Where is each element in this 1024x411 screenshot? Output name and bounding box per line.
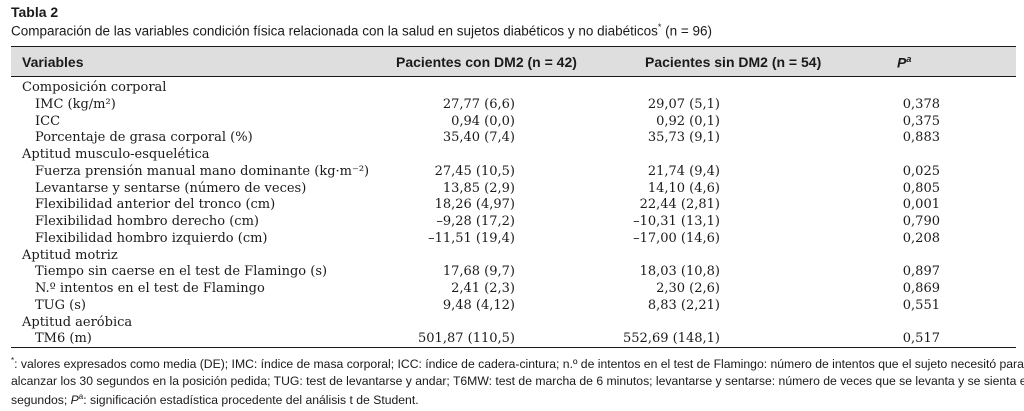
dm2-value-cell: 2,41 (2,3): [451, 281, 515, 296]
table-row: TUG (s) 9,48 (4,12) 8,83 (2,21) 0,551: [0, 298, 1024, 315]
table-row: Levantarse y sentarse (número de veces) 1…: [0, 181, 1024, 198]
no-dm2-value-cell: 29,07 (5,1): [647, 96, 720, 112]
table-bottom-rule: [11, 347, 1016, 348]
no-dm2-value-cell: –17,00 (14,6): [633, 230, 720, 246]
no-dm2-value-cell: 35,73 (9,1): [647, 130, 720, 146]
section-row: Composición corporal: [0, 80, 1024, 97]
table-label: Tabla 2: [11, 4, 59, 20]
footnote-text-3b: : significación estadística procedente d…: [83, 393, 419, 408]
header-no-dm2: Pacientes sin DM2 (n = 54): [645, 54, 822, 70]
header-p-label: P: [897, 54, 907, 71]
footnote-p-sup: a: [78, 392, 84, 402]
variable-cell: N.º intentos en el test de Flamingo: [35, 281, 265, 296]
caption-mark: *: [657, 22, 662, 32]
p-value-cell: 0,551: [902, 297, 940, 313]
table-caption: Comparación de las variables condición f…: [11, 22, 1016, 39]
dm2-value-cell: 35,40 (7,4): [442, 130, 515, 146]
variable-cell: Flexibilidad hombro izquierdo (cm): [35, 230, 268, 246]
variable-cell: Fuerza prensión manual mano dominante (k…: [35, 163, 370, 179]
variable-cell: Porcentaje de grasa corporal (%): [35, 130, 253, 146]
header-dm2: Pacientes con DM2 (n = 42): [396, 54, 577, 70]
table-row: Porcentaje de grasa corporal (%) 35,40 (7…: [0, 130, 1024, 147]
table-body: Composición corporal IMC (kg/m²) 27,77 (6,…: [0, 80, 1024, 348]
section-label: Aptitud motriz: [22, 247, 118, 263]
variable-cell: Flexibilidad anterior del tronco (cm): [35, 197, 276, 213]
dm2-value-cell: 17,68 (9,7): [442, 264, 515, 280]
dm2-value-cell: 18,26 (4,97): [434, 197, 515, 213]
p-value-cell: 0,805: [902, 180, 940, 196]
header-variables: Variables: [22, 54, 84, 70]
table-row: TM6 (m) 501,87 (110,5) 552,69 (148,1) 0,517: [0, 331, 1024, 348]
no-dm2-value-cell: 2,30 (2,6): [656, 281, 720, 296]
variable-cell: Levantarse y sentarse (número de veces): [35, 180, 307, 196]
p-value-cell: 0,883: [902, 130, 940, 146]
footnote-line-3: segundos; Pa: significación estadística …: [11, 389, 1011, 409]
table-row: IMC (kg/m²) 27,77 (6,6) 29,07 (5,1) 0,378: [0, 97, 1024, 114]
caption-text: Comparación de las variables condición f…: [11, 23, 658, 39]
dm2-value-cell: 13,85 (2,9): [442, 180, 515, 196]
p-value-cell: 0,897: [902, 264, 940, 280]
footnote-mark: *: [11, 356, 15, 365]
table-row: Flexibilidad hombro izquierdo (cm) –11,51…: [0, 231, 1024, 248]
footnote-line-2: alcanzar los 30 segundos en la posición …: [11, 373, 1024, 388]
table-header: Variables Pacientes con DM2 (n = 42) Pac…: [11, 46, 1016, 77]
table-row: ICC 0,94 (0,0) 0,92 (0,1) 0,375: [0, 114, 1024, 131]
section-row: Aptitud aeróbica: [0, 315, 1024, 332]
variable-cell: TM6 (m): [35, 331, 92, 347]
section-row: Aptitud musculo-esquelética: [0, 147, 1024, 164]
no-dm2-value-cell: –10,31 (13,1): [633, 214, 720, 229]
variable-cell: Tiempo sin caerse en el test de Flamingo…: [35, 264, 328, 280]
no-dm2-value-cell: 0,92 (0,1): [656, 113, 720, 129]
p-value-cell: 0,378: [902, 96, 940, 112]
section-label: Aptitud aeróbica: [22, 314, 133, 330]
variable-cell: TUG (s): [35, 297, 86, 313]
p-value-cell: 0,208: [902, 230, 940, 246]
variable-cell: Flexibilidad hombro derecho (cm): [35, 214, 259, 229]
no-dm2-value-cell: 18,03 (10,8): [639, 264, 720, 280]
p-value-cell: 0,790: [902, 214, 940, 229]
p-value-cell: 0,517: [902, 331, 940, 347]
dm2-value-cell: 27,45 (10,5): [434, 163, 515, 179]
no-dm2-value-cell: 552,69 (148,1): [623, 331, 720, 347]
footnote-line-1: *: valores expresados como media (DE); I…: [11, 353, 1024, 373]
p-value-cell: 0,869: [902, 281, 940, 296]
dm2-value-cell: 0,94 (0,0): [451, 113, 515, 129]
section-row: Aptitud motriz: [0, 248, 1024, 265]
dm2-value-cell: –11,51 (19,4): [428, 230, 515, 246]
table-row: Tiempo sin caerse en el test de Flamingo…: [0, 264, 1024, 281]
no-dm2-value-cell: 21,74 (9,4): [647, 163, 720, 179]
p-value-cell: 0,001: [902, 197, 940, 213]
p-value-cell: 0,375: [902, 113, 940, 129]
variable-cell: IMC (kg/m²): [35, 96, 116, 112]
no-dm2-value-cell: 8,83 (2,21): [647, 297, 720, 313]
p-value-cell: 0,025: [902, 163, 940, 179]
header-p-sup: a: [906, 54, 912, 64]
dm2-value-cell: 501,87 (110,5): [418, 331, 515, 347]
footnote-p: P: [70, 393, 79, 408]
table-row: Flexibilidad anterior del tronco (cm) 18,…: [0, 197, 1024, 214]
no-dm2-value-cell: 22,44 (2,81): [639, 197, 720, 213]
table-row: Fuerza prensión manual mano dominante (k…: [0, 164, 1024, 181]
table-row: Flexibilidad hombro derecho (cm) –9,28 (1…: [0, 214, 1024, 231]
dm2-value-cell: 9,48 (4,12): [442, 297, 515, 313]
footnote-text-3a: segundos;: [11, 393, 71, 408]
section-label: Composición corporal: [22, 80, 167, 95]
section-label: Aptitud musculo-esquelética: [22, 147, 210, 162]
table-footnote: *: valores expresados como media (DE); I…: [11, 353, 1024, 409]
dm2-value-cell: 27,77 (6,6): [442, 96, 515, 112]
no-dm2-value-cell: 14,10 (4,6): [647, 180, 720, 196]
variable-cell: ICC: [35, 113, 61, 129]
caption-n: (n = 96): [661, 23, 713, 39]
footnote-text-1: : valores expresados como media (DE); IM…: [14, 357, 1024, 372]
header-p: Pa: [897, 54, 911, 71]
dm2-value-cell: –9,28 (17,2): [436, 214, 515, 229]
table-row: N.º intentos en el test de Flamingo 2,41 …: [0, 281, 1024, 298]
